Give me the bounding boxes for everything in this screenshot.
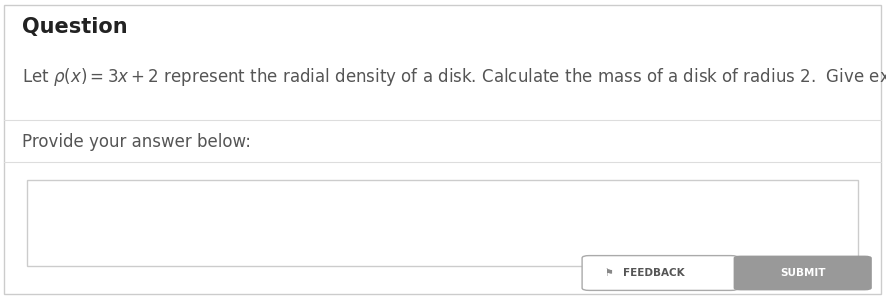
Text: Let $\rho(x) = 3x + 2$ represent the radial density of a disk. Calculate the mas: Let $\rho(x) = 3x + 2$ represent the rad… bbox=[22, 66, 886, 88]
Text: ⚑: ⚑ bbox=[604, 268, 613, 278]
Text: FEEDBACK: FEEDBACK bbox=[623, 268, 685, 278]
Text: SUBMIT: SUBMIT bbox=[780, 268, 826, 278]
Text: Question: Question bbox=[22, 16, 128, 37]
FancyBboxPatch shape bbox=[582, 256, 738, 290]
FancyBboxPatch shape bbox=[27, 180, 858, 266]
FancyBboxPatch shape bbox=[4, 4, 881, 294]
FancyBboxPatch shape bbox=[734, 256, 872, 290]
Text: Provide your answer below:: Provide your answer below: bbox=[22, 134, 251, 152]
